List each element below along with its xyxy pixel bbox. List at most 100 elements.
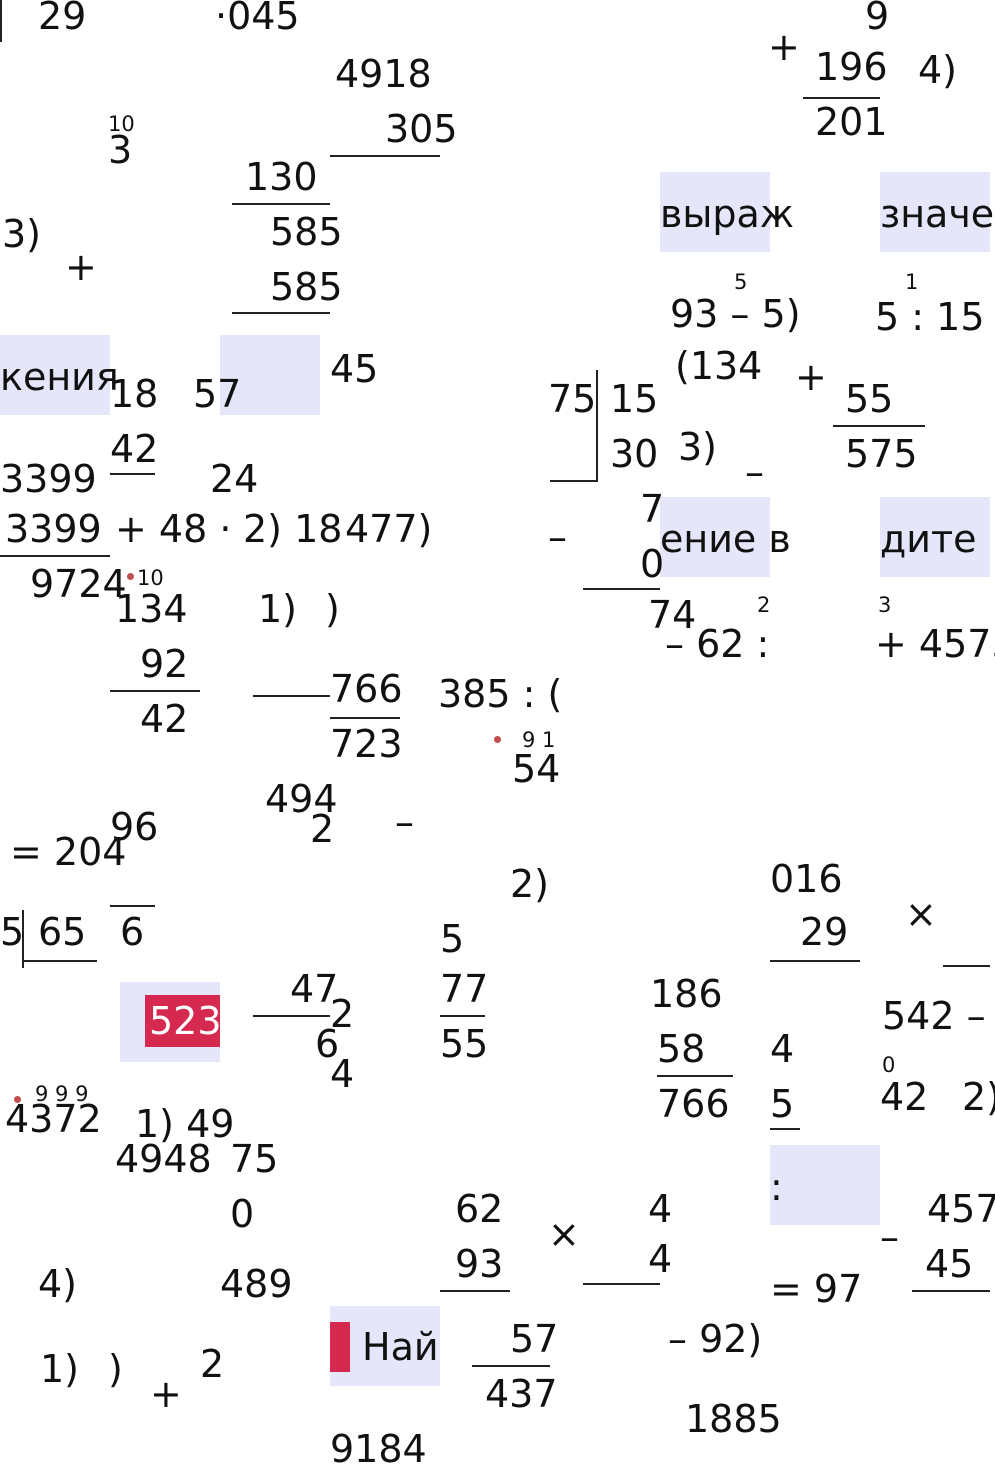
division-bar — [0, 0, 2, 42]
worksheet-fragment: 477) — [345, 507, 433, 551]
worksheet-fragment: + — [768, 25, 800, 69]
worksheet-fragment: 9724 — [30, 562, 127, 606]
worksheet-fragment: 93 – 5) — [670, 292, 801, 336]
worksheet-fragment: 0 — [230, 1192, 255, 1236]
worksheet-fragment: 186 — [650, 972, 723, 1016]
worksheet-fragment: – — [548, 515, 567, 559]
worksheet-fragment: 29 — [800, 910, 849, 954]
rule-line — [583, 588, 660, 590]
worksheet-fragment: 77 — [440, 967, 489, 1011]
worksheet-fragment: ) — [325, 587, 340, 631]
worksheet-fragment: кения — [0, 355, 119, 399]
worksheet-fragment: выраж — [660, 192, 795, 236]
worksheet-fragment: 130 — [245, 155, 318, 199]
highlight-tile — [220, 335, 320, 415]
worksheet-fragment: 201 — [815, 100, 888, 144]
worksheet-fragment: 42 — [110, 427, 159, 471]
worksheet-fragment: 15 — [610, 377, 659, 421]
worksheet-fragment: 42 — [140, 697, 189, 741]
worksheet-fragment: Най — [362, 1325, 439, 1369]
division-bar — [596, 370, 598, 480]
rule-line — [110, 905, 155, 907]
rule-line — [550, 480, 598, 482]
worksheet-fragment: 3 — [878, 593, 892, 617]
rule-line — [583, 1283, 660, 1285]
worksheet-fragment: 18 — [110, 372, 159, 416]
highlight-tile — [660, 497, 770, 577]
worksheet-fragment: + — [65, 245, 97, 289]
worksheet-fragment: 766 — [657, 1082, 730, 1126]
worksheet-fragment: 57 — [193, 372, 242, 416]
worksheet-fragment: 96 — [110, 805, 159, 849]
highlight-tile — [0, 335, 110, 415]
worksheet-fragment: 489 — [220, 1262, 293, 1306]
worksheet-fragment: 93 — [455, 1242, 504, 1286]
worksheet-fragment: (134 — [675, 344, 763, 388]
worksheet-fragment: 4 — [770, 1027, 795, 1071]
worksheet-fragment: – 92) — [668, 1317, 763, 1361]
rule-line — [657, 1075, 733, 1077]
worksheet-fragment: 0 — [882, 1053, 896, 1077]
rule-line — [912, 1290, 990, 1292]
worksheet-fragment: 4372 — [5, 1097, 102, 1141]
worksheet-fragment: 45 — [925, 1242, 974, 1286]
red-dot — [14, 1096, 21, 1103]
worksheet-fragment: 1885 — [685, 1397, 782, 1441]
worksheet-fragment: 47 — [290, 967, 339, 1011]
worksheet-fragment: 1) 49 — [135, 1102, 235, 1146]
rule-line — [943, 965, 990, 967]
worksheet-fragment: 6 — [120, 910, 145, 954]
worksheet-fragment: 42 — [880, 1075, 929, 1119]
worksheet-fragment: 457 — [927, 1187, 995, 1231]
rule-line — [330, 717, 400, 719]
worksheet-fragment: + 48 · — [115, 507, 232, 551]
worksheet-fragment: 10 — [137, 566, 164, 590]
rule-line — [0, 555, 110, 557]
worksheet-fragment: 75 — [548, 377, 597, 421]
highlight-tile — [880, 497, 990, 577]
worksheet-fragment: 134 — [115, 587, 188, 631]
rule-line — [253, 1015, 330, 1017]
worksheet-fragment: 5 — [734, 270, 748, 294]
worksheet-fragment: 74 — [648, 593, 697, 637]
worksheet-fragment: 2 — [757, 593, 771, 617]
worksheet-fragment: 2 — [310, 807, 335, 851]
worksheet-fragment: 5 — [770, 1082, 795, 1126]
worksheet-fragment: 65 — [38, 910, 87, 954]
worksheet-fragment: 5 : 15 — [875, 295, 985, 339]
worksheet-fragment: = 97 — [770, 1267, 863, 1311]
worksheet-fragment: – — [880, 1215, 899, 1259]
worksheet-fragment: 5 — [440, 917, 465, 961]
worksheet-fragment: 29 — [38, 0, 87, 38]
worksheet-fragment: 3) — [678, 425, 718, 469]
worksheet-fragment: 542 – — [882, 994, 986, 1038]
worksheet-fragment: 2) 18 — [243, 507, 343, 551]
rule-line — [232, 203, 330, 205]
rule-line — [22, 960, 97, 962]
red-dot — [127, 573, 134, 580]
worksheet-fragment: 385 : ( — [438, 672, 563, 716]
worksheet-fragment: 2) — [962, 1075, 995, 1119]
worksheet-fragment: + 4575 — [875, 622, 995, 666]
worksheet-fragment: – — [745, 450, 764, 494]
worksheet-fragment: 55 — [845, 377, 894, 421]
worksheet-fragment: – — [395, 800, 414, 844]
highlight-tile — [660, 172, 770, 252]
rule-line — [110, 473, 155, 475]
rule-line — [833, 425, 925, 427]
worksheet-fragment: 4918 — [335, 52, 432, 96]
worksheet-fragment: 4) — [38, 1262, 78, 1306]
badge-sliver — [330, 1322, 350, 1372]
worksheet-fragment: 3399 — [5, 507, 102, 551]
worksheet-fragment: × — [548, 1212, 580, 1256]
worksheet-fragment: × — [905, 892, 937, 936]
worksheet-fragment: дите — [880, 517, 977, 561]
answer-badge: 523 — [145, 995, 220, 1047]
worksheet-fragment: 4) — [918, 48, 958, 92]
worksheet-fragment: 1) — [258, 587, 298, 631]
worksheet-fragment: 2 — [330, 992, 355, 1036]
worksheet-fragment: + — [150, 1372, 182, 1416]
worksheet-fragment: : — [770, 1165, 783, 1209]
worksheet-fragment: 9 — [865, 0, 890, 38]
worksheet-fragment: 24 — [210, 457, 259, 501]
